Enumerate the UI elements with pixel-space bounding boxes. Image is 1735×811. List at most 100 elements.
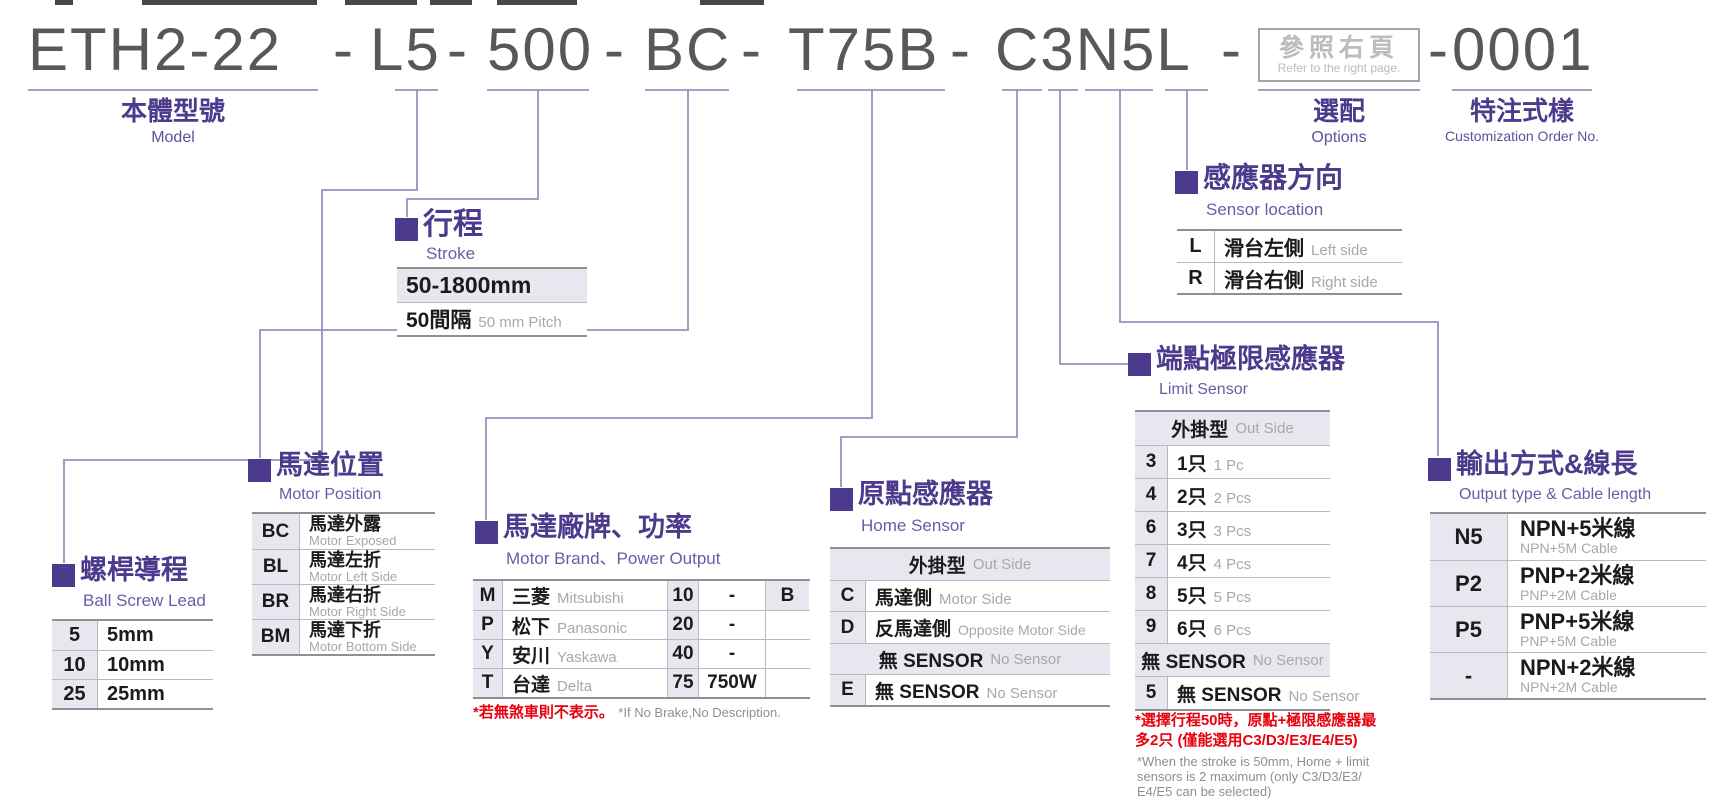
- note-gray-line1: *When the stroke is 50mm, Home + limit: [1137, 754, 1370, 769]
- section-square-motor-brand: [475, 521, 498, 544]
- motor-brand-note: *若無煞車則不表示。 *If No Brake,No Description.: [473, 701, 781, 722]
- row-zh: 反馬達側: [875, 619, 952, 640]
- section-title-stroke-en: Stroke: [426, 244, 476, 263]
- power-code: 10: [667, 581, 699, 610]
- header-en: Out Side: [972, 556, 1032, 573]
- ball-screw-table: 5 5mm 10 10mm 25 25mm: [52, 619, 213, 710]
- section-title-motor-position-en: Motor Position: [279, 486, 382, 503]
- row-en: 5 Pcs: [1213, 588, 1252, 606]
- row-code: 5: [1135, 677, 1168, 709]
- section-title-output-zh: 輸出方式&線長: [1456, 449, 1638, 479]
- stroke-table: 50-1800mm 50間隔 50 mm Pitch: [397, 267, 587, 337]
- wire-lead: [63, 90, 418, 563]
- row-zh: NPN+5米線: [1520, 516, 1636, 542]
- table-row: Y 安川 Yaskawa 40 -: [473, 639, 810, 668]
- limit-sensor-table: 外掛型 Out Side 3 1只 1 Pc 4 2只 2 Pcs 6 3只 3…: [1135, 410, 1359, 711]
- note-zh: *若無煞車則不表示。: [473, 704, 614, 721]
- row-code: 3: [1135, 446, 1168, 478]
- code-separator: -: [447, 16, 469, 83]
- row-code: 4: [1135, 479, 1168, 511]
- header-en: Out Side: [1235, 420, 1294, 437]
- row-code: BR: [252, 585, 300, 619]
- row-code: P2: [1430, 561, 1508, 606]
- brake-code: B: [765, 581, 809, 610]
- row-code: P: [473, 611, 503, 639]
- row-code: 5: [52, 621, 98, 650]
- section-square-limit-sensor: [1128, 353, 1151, 376]
- wire-output: [1119, 90, 1439, 456]
- table-row: T 台達 Delta 75 750W: [473, 668, 810, 697]
- row-code: BL: [252, 550, 300, 584]
- label-options-zh: 選配: [1312, 96, 1365, 126]
- section-square-stroke: [395, 218, 418, 241]
- table-row: - NPN+2米線 NPN+2M Cable: [1430, 652, 1706, 698]
- row-code: N5: [1430, 514, 1508, 560]
- row-code: R: [1177, 263, 1215, 293]
- wire-stroke: [406, 90, 539, 217]
- section-title-home-sensor-en: Home Sensor: [861, 516, 965, 535]
- stroke-pitch-zh: 50間隔: [406, 309, 472, 332]
- table-row: BL 馬達左折 Motor Left Side: [252, 549, 435, 584]
- section-title-stroke-zh: 行程: [423, 208, 483, 241]
- row-code: P5: [1430, 607, 1508, 652]
- table-row: 3 1只 1 Pc: [1135, 445, 1330, 478]
- section-square-sensor-location: [1175, 171, 1198, 194]
- subheader-en: No Sensor: [1252, 651, 1324, 669]
- row-en: Motor Side: [939, 590, 1012, 608]
- table-row: 7 4只 4 Pcs: [1135, 544, 1330, 577]
- table-row: 8 5只 5 Pcs: [1135, 577, 1330, 610]
- top-crop-artifact: [430, 0, 472, 5]
- note-gray-line3: E4/E5 can be selected): [1137, 784, 1272, 799]
- row-code: 6: [1135, 512, 1168, 544]
- row-zh: 5只: [1177, 585, 1207, 607]
- section-title-limit-sensor-zh: 端點極限感應器: [1156, 344, 1345, 374]
- row-en: Motor Exposed: [309, 533, 397, 549]
- row-zh: 滑台右側: [1224, 269, 1304, 292]
- row-code: D: [830, 612, 866, 643]
- power-watt: -: [728, 614, 736, 635]
- subheader-zh: 無 SENSOR: [878, 650, 984, 672]
- table-row: BC 馬達外露 Motor Exposed: [252, 514, 435, 549]
- row-en: No Sensor: [1288, 687, 1360, 705]
- power-code: 75: [667, 669, 699, 697]
- brand-en: Yaskawa: [557, 648, 617, 666]
- row-zh: 馬達外露: [309, 514, 381, 535]
- section-title-limit-sensor-en: Limit Sensor: [1159, 381, 1248, 398]
- code-segment-motor-pos: BC: [644, 16, 732, 83]
- brand-zh: 台達: [512, 674, 551, 696]
- limit-sensor-note-gray: *When the stroke is 50mm, Home + limit s…: [1137, 754, 1369, 799]
- top-crop-artifact: [345, 0, 417, 5]
- top-crop-artifact: [700, 0, 764, 5]
- brand-en: Panasonic: [557, 619, 628, 637]
- row-code: BC: [252, 514, 300, 549]
- code-separator: -: [604, 16, 626, 83]
- wire-limit-sensor: [1059, 90, 1128, 365]
- table-row: P2 PNP+2米線 PNP+2M Cable: [1430, 560, 1706, 606]
- note-red-line1: *選擇行程50時，原點+極限感應器最: [1135, 712, 1377, 729]
- power-watt: -: [728, 584, 736, 606]
- table-row: 4 2只 2 Pcs: [1135, 478, 1330, 511]
- table-row: P5 PNP+5米線 PNP+5M Cable: [1430, 606, 1706, 652]
- section-square-motor-position: [248, 459, 271, 482]
- stroke-range: 50-1800mm: [406, 272, 532, 298]
- table-subheader-row: 無 SENSOR No Sensor: [1135, 643, 1330, 676]
- code-separator: -: [1428, 16, 1450, 83]
- brand-zh: 松下: [512, 616, 551, 638]
- options-box-en: Refer to the right page.: [1277, 61, 1401, 76]
- label-custom-en: Customization Order No.: [1444, 128, 1600, 144]
- table-row: R 滑台右側 Right side: [1177, 262, 1402, 293]
- brand-zh: 三菱: [512, 587, 551, 608]
- table-row: 50-1800mm: [397, 269, 587, 302]
- motor-brand-table: M 三菱 Mitsubishi 10 - B P 松下 Panasonic 20…: [473, 579, 810, 699]
- row-code: Y: [473, 640, 503, 668]
- motor-position-table: BC 馬達外露 Motor Exposed BL 馬達左折 Motor Left…: [252, 512, 435, 656]
- section-title-motor-brand-en: Motor Brand、Power Output: [506, 549, 721, 568]
- row-code: L: [1177, 231, 1215, 262]
- row-zh: 3只: [1177, 519, 1207, 541]
- table-row: BR 馬達右折 Motor Right Side: [252, 584, 435, 619]
- row-en: Right side: [1311, 273, 1378, 291]
- row-en: Motor Left Side: [309, 568, 398, 584]
- table-row: 5 無 SENSOR No Sensor: [1135, 676, 1359, 709]
- code-segment-sensors: C3N5L: [995, 16, 1192, 83]
- section-title-motor-position-zh: 馬達位置: [276, 450, 384, 480]
